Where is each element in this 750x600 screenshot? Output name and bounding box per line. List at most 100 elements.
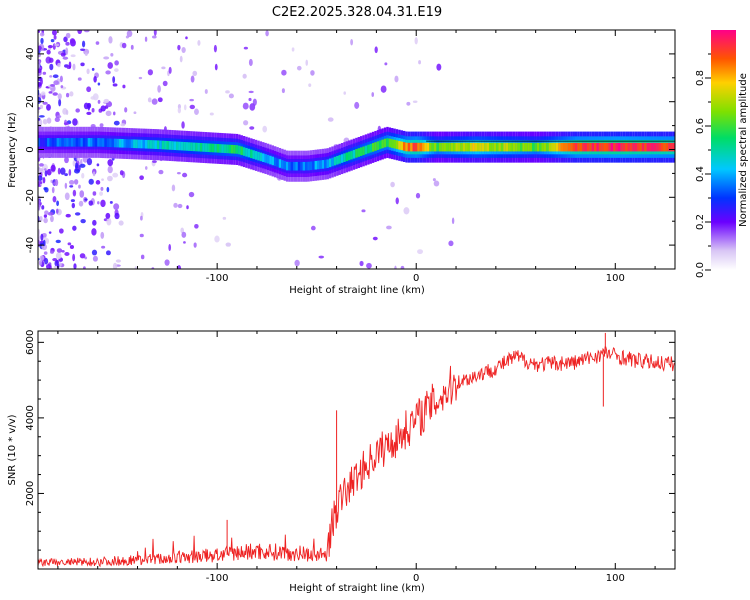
spectral-ridge-cell (252, 150, 255, 159)
noise-blob (64, 182, 68, 189)
spectral-ridge-cell (42, 138, 45, 147)
spectrogram-plot-area (38, 30, 675, 269)
noise-blob (51, 186, 55, 194)
spectral-ridge-cell (199, 142, 203, 152)
spectral-ridge-cell (472, 142, 475, 152)
spectral-ridge-cell (66, 138, 69, 147)
spectral-ridge-cell (75, 138, 79, 147)
spectral-ridge-cell (438, 142, 442, 152)
spectral-ridge-cell (594, 142, 597, 152)
spectral-ridge-cell (68, 138, 71, 147)
snr-y-axis-label: SNR (10 * v/v) (7, 414, 18, 485)
spectral-ridge-cell (285, 161, 289, 171)
colorbar-tick-label: 0.4 (695, 166, 706, 182)
spectral-ridge-cell (56, 138, 60, 147)
noise-blob (67, 242, 72, 246)
noise-blob (243, 120, 249, 126)
noise-blob (52, 196, 57, 203)
spectral-ridge-cell (161, 140, 165, 150)
noise-blob (161, 66, 166, 70)
y-tick-label: -20 (25, 189, 36, 205)
noise-blob (418, 60, 422, 65)
noise-blob (50, 179, 53, 183)
spectral-ridge-cell (629, 142, 633, 152)
noise-blob (92, 171, 96, 177)
noise-blob (133, 111, 137, 115)
noise-blob (88, 200, 94, 206)
noise-blob (48, 91, 53, 94)
spectral-ridge-cell (58, 138, 62, 147)
spectral-ridge-cell (658, 142, 661, 152)
spectral-ridge-cell (321, 160, 325, 169)
spectral-ridge-cell (388, 138, 392, 148)
spectral-ridge-cell (460, 142, 463, 152)
x-tick-label: 0 (413, 573, 419, 584)
spectral-ridge-cell (302, 161, 306, 171)
spectral-ridge-cell (493, 142, 497, 152)
spectral-ridge-cell (147, 140, 150, 149)
spectral-ridge-cell (465, 142, 468, 152)
noise-blob (50, 216, 54, 222)
spectral-ridge-cell (589, 142, 592, 152)
noise-blob (242, 102, 249, 110)
noise-blob (204, 89, 208, 94)
noise-blob (42, 177, 46, 184)
noise-blob (390, 181, 395, 188)
spectral-ridge-cell (402, 142, 406, 151)
noise-blob (281, 88, 285, 94)
spectral-ridge-cell (159, 140, 162, 150)
spectral-ridge-cell (312, 161, 315, 170)
spectral-ridge-cell (49, 138, 52, 147)
noise-blob (74, 212, 81, 216)
spectral-ridge-cell (498, 142, 501, 152)
noise-blob (65, 41, 70, 46)
noise-blob (112, 76, 116, 84)
noise-blob (105, 70, 111, 75)
noise-blob (73, 263, 77, 269)
spectral-ridge-cell (204, 143, 208, 152)
noise-blob (39, 255, 45, 261)
spectral-ridge-cell (582, 142, 585, 152)
spectral-ridge-cell (336, 155, 339, 165)
spectral-ridge-cell (283, 160, 286, 170)
noise-blob (214, 63, 218, 71)
noise-blob (177, 44, 181, 51)
noise-blob (64, 156, 69, 164)
noise-blob (92, 255, 98, 262)
noise-blob (147, 97, 152, 103)
noise-blob (38, 199, 41, 205)
spectral-ridge-cell (257, 151, 260, 161)
spectral-ridge-cell (462, 142, 466, 152)
noise-blob (318, 255, 325, 259)
noise-blob (86, 86, 92, 93)
spectral-ridge-cell (104, 138, 107, 147)
spectral-ridge-cell (615, 142, 618, 152)
noise-blob (59, 75, 63, 83)
noise-blob (96, 163, 100, 167)
noise-blob (213, 44, 217, 53)
spectral-ridge-cell (156, 140, 160, 150)
noise-blob (38, 60, 41, 66)
noise-blob (38, 107, 41, 110)
spectral-ridge-cell (271, 156, 274, 166)
spectral-ridge-cell (398, 140, 401, 150)
spectral-ridge-cell (414, 142, 418, 152)
noise-blob (243, 46, 248, 50)
noise-blob (101, 245, 106, 249)
spectral-ridge-cell (164, 140, 167, 150)
noise-blob (49, 250, 54, 254)
noise-blob (403, 207, 410, 215)
noise-blob (138, 76, 143, 80)
spectral-ridge-cell (527, 142, 530, 152)
noise-blob (80, 48, 86, 51)
spectral-ridge-cell (522, 142, 525, 152)
spectrogram-x-axis-label: Height of straight line (km) (289, 285, 425, 296)
spectral-ridge-cell (383, 138, 387, 148)
spectral-ridge-cell (185, 142, 189, 151)
noise-blob (65, 109, 69, 116)
spectral-ridge-cell (171, 141, 174, 150)
noise-blob (38, 68, 42, 74)
spectral-ridge-cell (80, 138, 83, 147)
noise-blob (436, 63, 442, 71)
noise-blob (451, 217, 455, 225)
